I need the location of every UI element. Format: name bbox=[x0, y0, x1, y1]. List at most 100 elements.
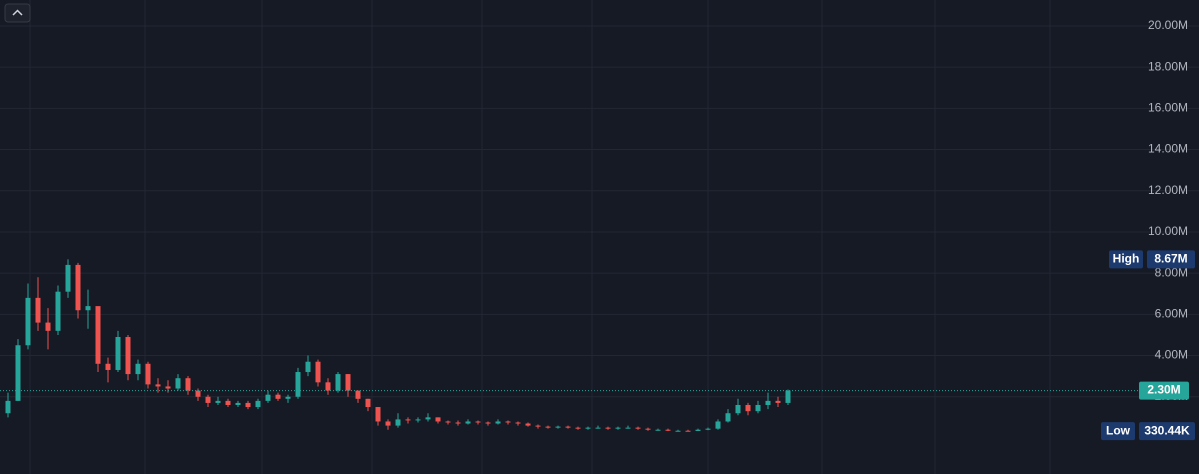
y-tick-label: 14.00M bbox=[1148, 142, 1188, 156]
candle-body bbox=[445, 421, 451, 423]
candle-body bbox=[125, 337, 131, 375]
candle-body bbox=[35, 297, 41, 323]
marker-label: High bbox=[1113, 252, 1140, 266]
candle-body bbox=[615, 427, 621, 429]
marker-value: 330.44K bbox=[1144, 423, 1190, 437]
candle-body bbox=[605, 427, 611, 429]
candle-body bbox=[525, 423, 531, 426]
candle-body bbox=[495, 421, 501, 424]
candle-body bbox=[705, 428, 711, 430]
y-tick-label: 12.00M bbox=[1148, 183, 1188, 197]
candle-body bbox=[695, 429, 701, 431]
candle-body bbox=[665, 429, 671, 431]
candle-body bbox=[765, 400, 771, 405]
candle-body bbox=[175, 378, 181, 389]
candle-body bbox=[245, 402, 251, 408]
candle-body bbox=[335, 374, 341, 391]
marker-label-box bbox=[1109, 250, 1143, 269]
candle-body bbox=[535, 425, 541, 427]
candle-body bbox=[725, 413, 731, 422]
candle-body bbox=[405, 419, 411, 421]
candle-body bbox=[565, 426, 571, 428]
candle-body bbox=[745, 404, 751, 412]
candle-body bbox=[455, 422, 461, 424]
candle-body bbox=[355, 390, 361, 399]
y-tick-label: 20.00M bbox=[1148, 18, 1188, 32]
candle-body bbox=[655, 429, 661, 431]
candle-body bbox=[645, 428, 651, 430]
y-tick-label: 16.00M bbox=[1148, 101, 1188, 115]
candle-body bbox=[375, 407, 381, 422]
vertical-grid bbox=[29, 0, 1051, 474]
y-tick-label: 8.00M bbox=[1155, 265, 1188, 279]
candle-body bbox=[225, 400, 231, 405]
candle-body bbox=[45, 322, 51, 331]
candle-body bbox=[485, 422, 491, 424]
marker-value: 8.67M bbox=[1154, 252, 1187, 266]
candle-body bbox=[165, 386, 171, 389]
y-tick-label: 10.00M bbox=[1148, 224, 1188, 238]
candle-body bbox=[385, 421, 391, 426]
candle-body bbox=[715, 421, 721, 429]
candle-body bbox=[95, 306, 101, 364]
candle-body bbox=[395, 419, 401, 426]
candle-body bbox=[735, 404, 741, 414]
candle-body bbox=[15, 345, 21, 401]
y-tick-label: 6.00M bbox=[1155, 307, 1188, 321]
candle-body bbox=[475, 421, 481, 423]
candle-body bbox=[155, 384, 161, 387]
candle-body bbox=[85, 306, 91, 311]
marker-value-box bbox=[1147, 250, 1195, 269]
marker-label-box bbox=[1101, 422, 1135, 441]
y-tick-label: 18.00M bbox=[1148, 59, 1188, 73]
candle-body bbox=[425, 417, 431, 420]
candle-body bbox=[285, 396, 291, 399]
candle-body bbox=[215, 400, 221, 403]
candle-body bbox=[345, 374, 351, 391]
marker-value-box bbox=[1139, 422, 1195, 441]
candle-body bbox=[635, 427, 641, 429]
candle-body bbox=[585, 427, 591, 429]
candle-body bbox=[625, 427, 631, 429]
candle-body bbox=[115, 337, 121, 370]
candle-body bbox=[145, 363, 151, 385]
candle-body bbox=[275, 394, 281, 399]
candle-body bbox=[265, 394, 271, 401]
candle-body bbox=[755, 404, 761, 412]
candle-body bbox=[235, 402, 241, 405]
candle-body bbox=[775, 400, 781, 403]
candle-body bbox=[325, 382, 331, 391]
candle-body bbox=[135, 363, 141, 375]
price-badge-text: 2.30M bbox=[1147, 383, 1180, 397]
candle-body bbox=[205, 396, 211, 403]
candle-body bbox=[675, 430, 681, 432]
candle-body bbox=[295, 372, 301, 397]
candle-body bbox=[195, 390, 201, 397]
candle-body bbox=[515, 422, 521, 424]
candle-body bbox=[435, 417, 441, 422]
candle-body bbox=[465, 421, 471, 424]
candle-body bbox=[505, 421, 511, 423]
candle-body bbox=[255, 400, 261, 408]
price-badge bbox=[1139, 381, 1189, 400]
candle-body bbox=[65, 264, 71, 292]
candle-body bbox=[555, 426, 561, 428]
collapse-button[interactable] bbox=[4, 3, 31, 23]
candle-body bbox=[595, 427, 601, 429]
candle-body bbox=[575, 427, 581, 429]
candle-body bbox=[105, 363, 111, 370]
marker-label: Low bbox=[1106, 423, 1131, 437]
candle-body bbox=[55, 291, 61, 331]
candle-body bbox=[75, 264, 81, 311]
candle-body bbox=[315, 361, 321, 383]
candle-body bbox=[185, 378, 191, 391]
candle-body bbox=[785, 390, 791, 403]
candle-body bbox=[305, 361, 311, 373]
candle-body bbox=[415, 419, 421, 421]
candle-body bbox=[25, 297, 31, 346]
candle-body bbox=[365, 398, 371, 408]
candle-body bbox=[685, 430, 691, 432]
candle-body bbox=[545, 426, 551, 428]
